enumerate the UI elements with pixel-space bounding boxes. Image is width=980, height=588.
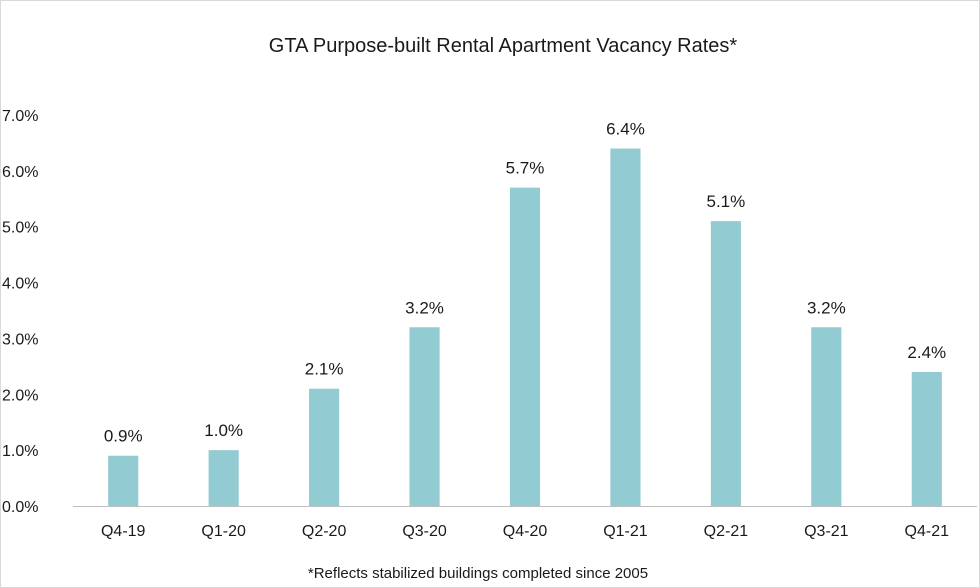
x-tick-label: Q1-20 bbox=[201, 523, 246, 540]
y-tick-label: 4.0% bbox=[2, 276, 38, 293]
y-tick-label: 2.0% bbox=[2, 387, 38, 404]
data-label: 6.4% bbox=[606, 120, 645, 139]
chart-footnote: *Reflects stabilized buildings completed… bbox=[308, 565, 648, 582]
x-tick-label: Q2-20 bbox=[302, 523, 347, 540]
chart-title: GTA Purpose-built Rental Apartment Vacan… bbox=[269, 35, 738, 57]
x-tick-label: Q2-21 bbox=[704, 523, 749, 540]
bar-q3-20 bbox=[409, 327, 440, 506]
data-label: 3.2% bbox=[405, 298, 444, 317]
y-axis-ticks: 0.0% 1.0% 2.0% 3.0% 4.0% 5.0% 6.0% 7.0% bbox=[2, 108, 38, 516]
bar-q4-20 bbox=[509, 187, 541, 506]
x-tick-label: Q4-19 bbox=[101, 523, 146, 540]
bar-q4-21 bbox=[911, 371, 942, 506]
y-tick-label: 1.0% bbox=[2, 443, 38, 460]
x-axis-ticks: Q4-19 Q1-20 Q2-20 Q3-20 Q4-20 Q1-21 Q2-21 Q3-21… bbox=[101, 523, 949, 540]
x-tick-label: Q1-21 bbox=[603, 523, 648, 540]
data-label: 2.4% bbox=[907, 343, 946, 362]
y-tick-label: 5.0% bbox=[2, 220, 38, 237]
y-tick-label: 7.0% bbox=[2, 108, 38, 125]
bar-q4-19 bbox=[108, 455, 139, 506]
bar-series bbox=[108, 148, 942, 506]
data-label: 5.1% bbox=[707, 192, 746, 211]
y-tick-label: 6.0% bbox=[2, 164, 38, 181]
x-tick-label: Q4-20 bbox=[503, 523, 548, 540]
data-label: 2.1% bbox=[305, 360, 344, 379]
bar-q3-21 bbox=[811, 327, 842, 506]
data-labels: 0.9% 1.0% 2.1% 3.2% 5.7% 6.4% 5.1% 3.2% 2.4% bbox=[104, 120, 946, 446]
data-label: 3.2% bbox=[807, 298, 846, 317]
data-label: 0.9% bbox=[104, 427, 143, 446]
y-tick-label: 0.0% bbox=[2, 499, 38, 516]
data-label: 1.0% bbox=[204, 421, 243, 440]
x-tick-label: Q3-20 bbox=[402, 523, 447, 540]
bar-q1-21 bbox=[610, 148, 641, 506]
x-tick-label: Q4-21 bbox=[905, 523, 950, 540]
y-tick-label: 3.0% bbox=[2, 331, 38, 348]
bar-q2-21 bbox=[710, 221, 741, 506]
x-tick-label: Q3-21 bbox=[804, 523, 849, 540]
bar-q2-20 bbox=[309, 388, 340, 506]
bar-q1-20 bbox=[208, 450, 239, 506]
data-label: 5.7% bbox=[506, 159, 545, 178]
